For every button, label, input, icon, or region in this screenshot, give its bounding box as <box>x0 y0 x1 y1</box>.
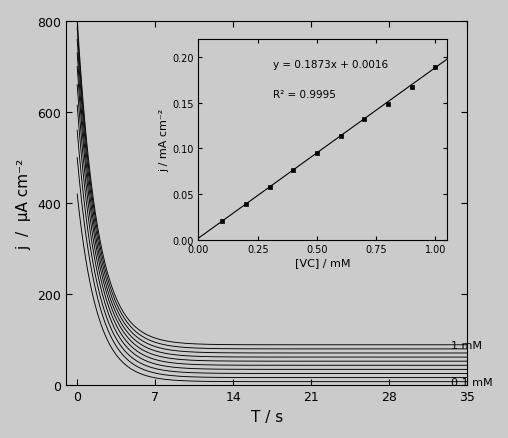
Y-axis label: j  /  μA cm⁻²: j / μA cm⁻² <box>17 158 31 249</box>
X-axis label: T / s: T / s <box>250 409 283 424</box>
Text: 0.1 mM: 0.1 mM <box>451 377 492 387</box>
Text: 1 mM: 1 mM <box>451 340 482 350</box>
